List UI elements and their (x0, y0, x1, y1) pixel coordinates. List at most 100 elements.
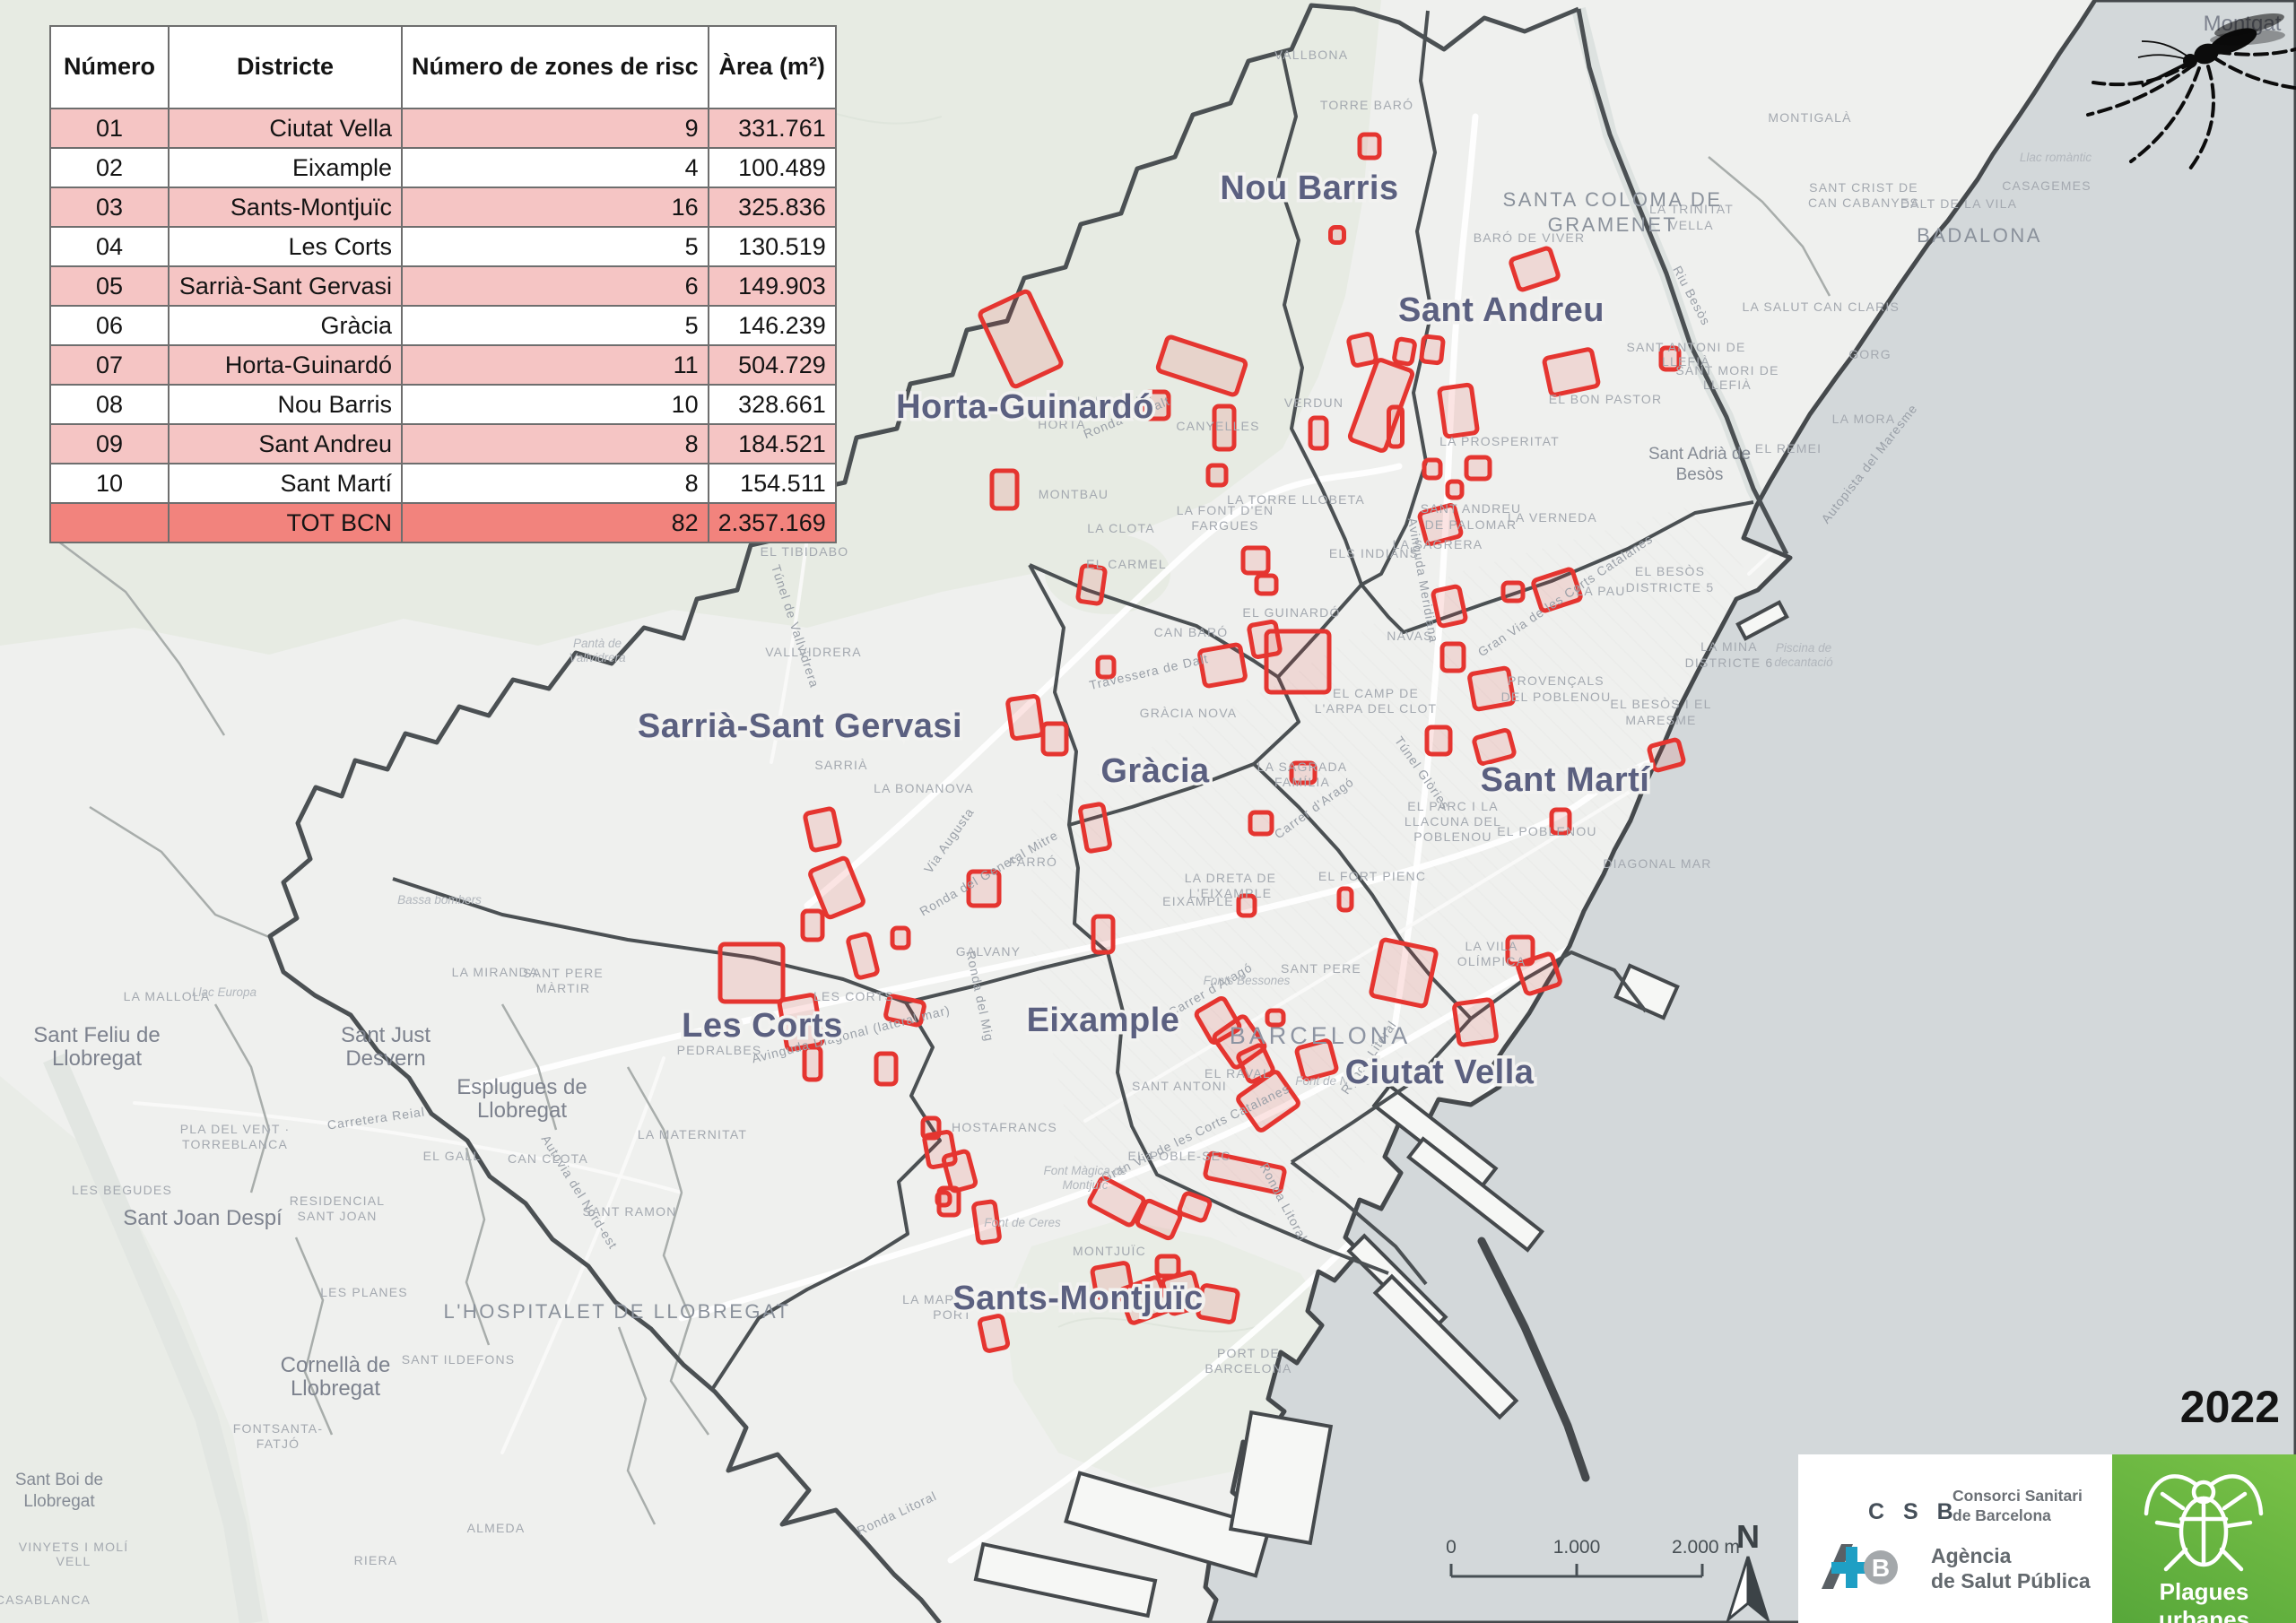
neighborhood-label: LA CLOTA (1087, 521, 1154, 535)
cell-a: 100.489 (707, 147, 837, 188)
table-row: 05 Sarrià-Sant Gervasi 6 149.903 (49, 265, 837, 307)
cell-d: Nou Barris (168, 384, 403, 425)
municipality-label: Llobregat (23, 1492, 95, 1511)
table-row: 10 Sant Martí 8 154.511 (49, 463, 837, 504)
city-boundary (267, 3, 1789, 1623)
neighborhood-label: LA MORA (1832, 412, 1896, 426)
neighborhood-label: L'EIXAMPLE (1189, 886, 1273, 900)
neighborhood-label: DE PALOMAR (1425, 517, 1518, 532)
neighborhood-label: L'ARPA DEL CLOT (1315, 701, 1438, 716)
risk-zone (718, 942, 786, 1004)
cell-a: 325.836 (707, 187, 837, 228)
cell-n: 10 (49, 463, 170, 504)
neighborhood-label: LA TRINITAT (1649, 202, 1734, 216)
risk-zone (1369, 937, 1439, 1009)
neighborhood-label: MÀRTIR (536, 981, 591, 995)
scale-bar: 0 1.000 2.000 m (1446, 1537, 1740, 1578)
neighborhood-label: LA SALUT (1743, 299, 1810, 314)
tiger-mosquito-illustration (2086, 13, 2296, 170)
table-row: 03 Sants-Montjuïc 16 325.836 (49, 187, 837, 228)
risk-zone (1095, 655, 1117, 680)
municipality-label: GRAMENET (1548, 213, 1678, 236)
neighborhood-label: SANT ILDEFONS (402, 1352, 516, 1367)
risk-zone (802, 1045, 823, 1082)
table-row: 01 Ciutat Vella 9 331.761 (49, 108, 837, 149)
neighborhood-label: HOSTAFRANCS (952, 1120, 1057, 1134)
risk-zone (1437, 382, 1480, 439)
municipality-label: Desvern (345, 1046, 425, 1071)
risk-zone (1075, 563, 1108, 606)
cell-a: 504.729 (707, 344, 837, 386)
municipal-boundaries (53, 156, 1831, 1525)
table-header-row: Número Districte Número de zones de risc… (49, 25, 837, 109)
neighborhood-label: EL CAMP DE (1333, 686, 1419, 700)
neighborhood-label: SANT ANDREU (1421, 501, 1522, 516)
neighborhood-label: OLÍMPICA (1457, 954, 1526, 968)
risk-zone (971, 1199, 1002, 1245)
cell-n: 07 (49, 344, 170, 386)
neighborhood-label: RIERA (354, 1553, 398, 1567)
risk-zone (1336, 886, 1354, 913)
header-districte: Districte (168, 25, 403, 109)
neighborhood-label: VELLA (1669, 218, 1714, 232)
district-label: Sarrià-Sant Gervasi (638, 707, 962, 745)
neighborhood-label: SARRIÀ (814, 758, 867, 772)
municipality-label: Sant Feliu de (33, 1023, 160, 1047)
cell-d: TOT BCN (168, 502, 403, 543)
risk-zone (1357, 132, 1382, 161)
water-feature-label: Font de Ceres (984, 1216, 1061, 1229)
risk-zone (920, 1115, 942, 1141)
municipality-label: Cornellà de (281, 1353, 391, 1377)
cell-d: Horta-Guinardó (168, 344, 403, 386)
neighborhood-label: LA DRETA DE (1185, 871, 1276, 885)
municipality-label: Sant Joan Despí (123, 1206, 283, 1230)
neighborhood-label: NAVAS (1387, 629, 1432, 643)
municipality-label: Llobregat (52, 1046, 142, 1071)
risk-zone (1472, 727, 1517, 767)
municipality-label: Sant Adrià de (1648, 445, 1751, 464)
district-label: Sants-Montjuïc (952, 1280, 1203, 1317)
risk-zone (935, 1190, 952, 1208)
neighborhood-label: EL FORT PIENC (1318, 869, 1426, 883)
risk-zone (1091, 914, 1116, 955)
neighborhood-label: EL GUINARDÓ (1242, 605, 1340, 620)
neighborhood-label: GALVANY (956, 944, 1021, 959)
risk-zone (1516, 951, 1562, 996)
risk-zone (1464, 455, 1492, 482)
risk-zone (890, 925, 911, 950)
aspb-logo: B (1822, 1544, 1898, 1589)
neighborhood-label: LES CORTS (813, 989, 894, 1003)
neighborhood-label: SANT JOAN (297, 1209, 377, 1223)
street-grid (1031, 502, 1758, 1237)
neighborhood-label: LA SAGRADA (1257, 759, 1348, 774)
neighborhood-label: HORTA (1038, 417, 1086, 431)
risk-zone (846, 932, 880, 980)
cell-d: Eixample (168, 147, 403, 188)
neighborhood-label: LA MARINA DE (902, 1292, 1003, 1306)
plagues-urbanes-badge: Plagues urbanes (2112, 1454, 2296, 1623)
risk-zone (1078, 802, 1112, 854)
municipality-label: SANTA COLOMA DE (1503, 188, 1723, 211)
neighborhood-label: EL POBLE-SEC (1127, 1149, 1231, 1163)
cell-a: 2.357.169 (707, 502, 837, 543)
risk-zone (1647, 737, 1686, 773)
neighborhood-label: MONTIGALÀ (1768, 110, 1851, 125)
district-label: Les Corts (682, 1007, 843, 1045)
neighborhood-label: ALMEDA (467, 1521, 526, 1535)
table-row: 06 Gràcia 5 146.239 (49, 305, 837, 346)
risk-zone (1212, 404, 1237, 452)
neighborhood-label: LA BONANOVA (874, 781, 974, 795)
water-feature-label: Fonts Bessones (1204, 974, 1291, 987)
neighborhood-label: EL REMEI (1755, 441, 1822, 456)
neighborhood-label: EL POBLENOU (1497, 824, 1597, 838)
risk-zone (1240, 545, 1271, 576)
neighborhood-label: CAN CABANYES (1808, 195, 1919, 210)
risk-zone (1135, 1198, 1183, 1241)
water-feature-label: Vallvidrera (569, 651, 626, 664)
risk-zone (1236, 1043, 1275, 1084)
neighborhood-label: SANT PERE (523, 966, 604, 980)
cell-a: 184.521 (707, 423, 837, 464)
risk-zone (1346, 332, 1378, 368)
district-label: Nou Barris (1220, 169, 1398, 207)
cell-z: 5 (401, 226, 709, 267)
